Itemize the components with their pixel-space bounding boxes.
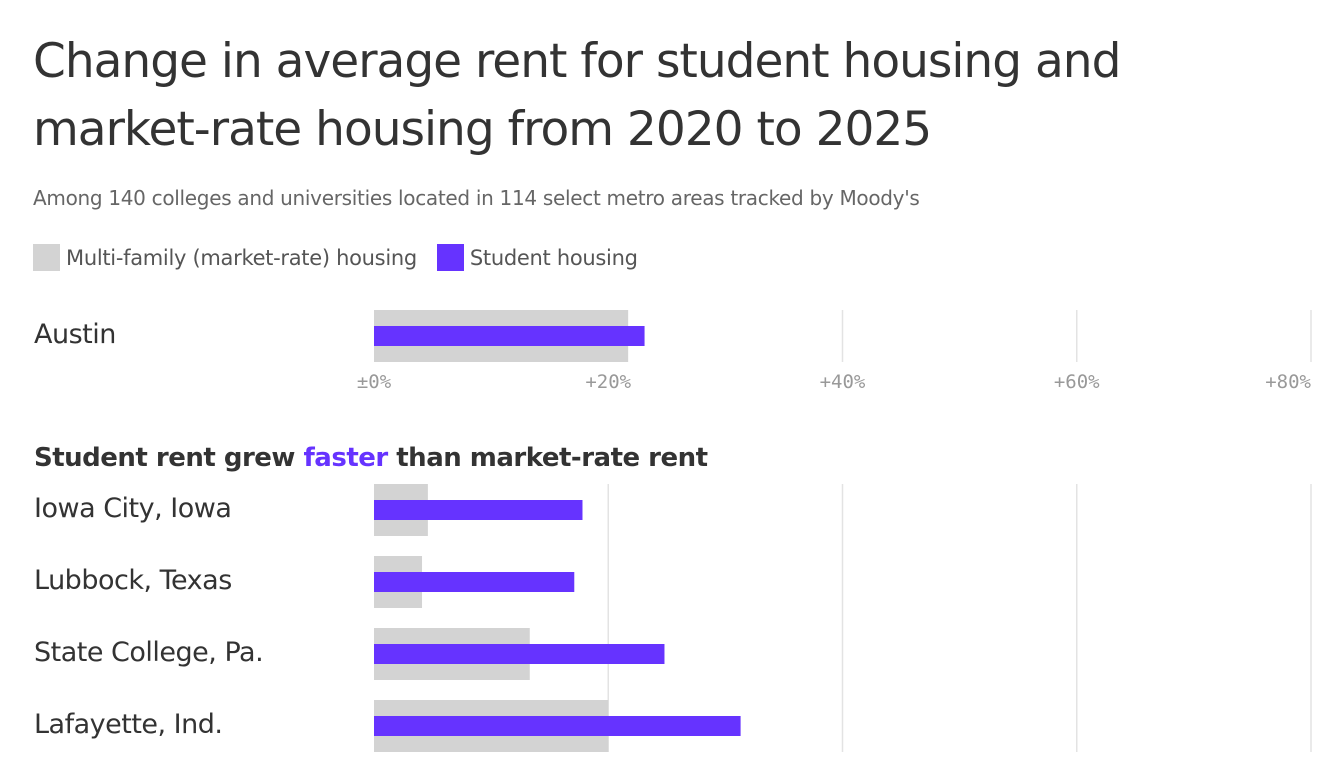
tick-label: +80% xyxy=(1265,371,1311,393)
chart-subtitle: Among 140 colleges and universities loca… xyxy=(33,186,920,210)
row-label: Austin xyxy=(34,319,116,350)
bar-student xyxy=(374,716,741,736)
legend-swatch-market xyxy=(33,244,60,271)
bar-student xyxy=(374,500,583,520)
tick-label: +60% xyxy=(1054,371,1100,393)
tick-label: +40% xyxy=(820,371,866,393)
section-heading: Student rent grew faster than market-rat… xyxy=(34,443,708,473)
legend-swatch-student xyxy=(436,244,464,271)
bar-student xyxy=(374,572,575,592)
row-label: Lubbock, Texas xyxy=(34,565,232,596)
legend-label-market: Multi-family (market-rate) housing xyxy=(66,245,417,270)
legend-item-student: Student housing xyxy=(436,244,638,271)
section-heading-highlight: faster xyxy=(303,443,388,473)
legend-item-market: Multi-family (market-rate) housing xyxy=(33,244,417,271)
legend: Multi-family (market-rate) housing Stude… xyxy=(33,244,658,271)
legend-label-student: Student housing xyxy=(469,245,638,270)
bar-student xyxy=(374,326,645,346)
tick-label: +20% xyxy=(585,371,631,393)
row-label: Lafayette, Ind. xyxy=(34,709,222,740)
bar-student xyxy=(374,644,665,664)
section-heading-part: Student rent grew xyxy=(34,443,303,473)
row-label: Iowa City, Iowa xyxy=(34,493,231,524)
section-heading-part: than market-rate rent xyxy=(388,443,708,473)
row-label: State College, Pa. xyxy=(34,637,263,668)
chart-title: Change in average rent for student housi… xyxy=(33,34,1121,157)
tick-label: ±0% xyxy=(357,371,392,393)
